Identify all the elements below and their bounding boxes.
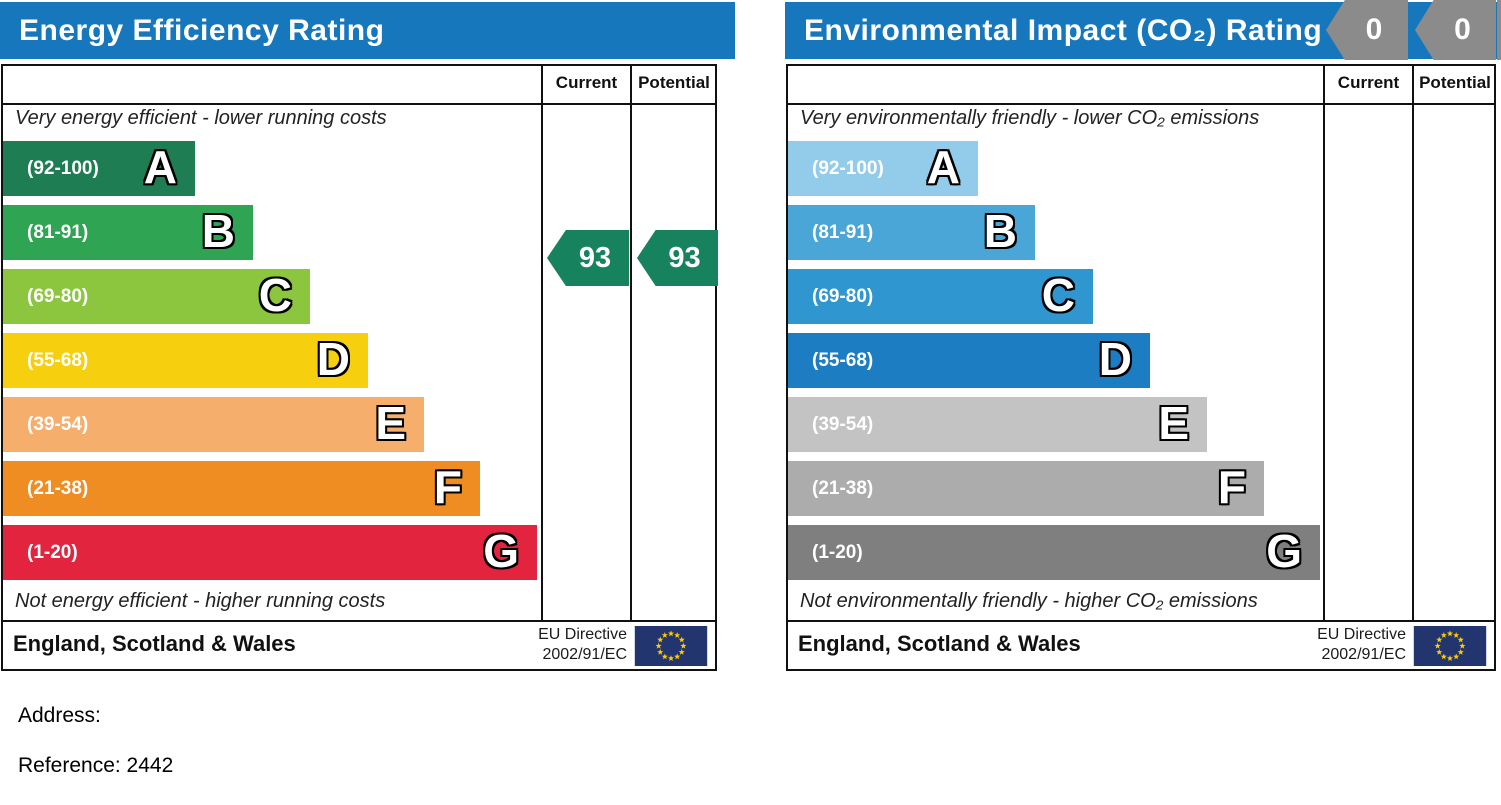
band-E: (39-54) E (3, 397, 424, 452)
bands: (92-100) A (81-91) B (69-80) C (55-68) D (39-54)… (788, 66, 1494, 620)
band-range: (92-100) (812, 158, 884, 179)
band-range: (55-68) (27, 350, 89, 371)
reference-label: Reference: 2442 (18, 754, 174, 777)
current-column-header: Current (1337, 73, 1400, 92)
band-range: (81-91) (27, 222, 89, 243)
band-range: (21-38) (812, 478, 874, 499)
band-D: (55-68) D (788, 333, 1150, 388)
band-E: (39-54) E (788, 397, 1207, 452)
band-letter: E (1158, 397, 1189, 449)
energy-chart-title: Energy Efficiency Rating (19, 14, 385, 47)
current-rating-arrow: 93 (547, 230, 629, 286)
band-letter: E (375, 397, 406, 449)
band-letter: A (926, 141, 960, 193)
environmental-chart-footer: England, Scotland & Wales EU Directive 2… (786, 620, 1496, 671)
band-A: (92-100) A (3, 141, 195, 196)
energy-chart-table: Current Potential Very energy efficient … (1, 64, 718, 622)
band-A: (92-100) A (788, 141, 978, 196)
band-letter: G (483, 525, 519, 577)
potential-rating-arrow: 93 (637, 230, 718, 286)
potential-column-header: Potential (1419, 73, 1491, 92)
region-label: England, Scotland & Wales (13, 631, 296, 656)
potential-column-header: Potential (638, 73, 710, 92)
band-letter: G (1266, 525, 1302, 577)
band-C: (69-80) C (3, 269, 310, 324)
band-B: (81-91) B (3, 205, 253, 260)
eu-flag-icon (634, 626, 708, 666)
band-letter: B (201, 205, 235, 257)
band-range: (81-91) (812, 222, 874, 243)
current-column-header: Current (555, 73, 618, 92)
potential-rating-value: 0 (1454, 13, 1471, 46)
band-range: (55-68) (812, 350, 874, 371)
band-C: (69-80) C (788, 269, 1093, 324)
bottom-caption: Not environmentally friendly - higher CO… (800, 590, 1258, 612)
environmental-chart-table: Current Potential Very environmentally f… (786, 64, 1496, 622)
band-letter: D (1098, 333, 1132, 385)
energy-chart-footer: England, Scotland & Wales EU Directive 2… (1, 620, 717, 671)
top-caption: Very environmentally friendly - lower CO… (800, 107, 1260, 129)
column-header-row (3, 66, 715, 105)
potential-rating-arrow: 0 (1415, 0, 1496, 60)
energy-chart-header: Energy Efficiency Rating (0, 2, 735, 59)
band-range: (1-20) (812, 542, 863, 563)
environmental-impact-chart: Environmental Impact (CO₂) Rating 0 0 Cu… (785, 0, 1501, 680)
current-rating-value: 0 (1365, 13, 1383, 46)
address-label: Address: (18, 704, 101, 727)
current-rating-arrow: 0 (1326, 0, 1408, 60)
band-letter: B (983, 205, 1017, 257)
column-header-row (788, 66, 1494, 105)
region-label: England, Scotland & Wales (798, 631, 1081, 656)
eu-flag-icon (1413, 626, 1487, 666)
band-range: (39-54) (812, 414, 874, 435)
band-range: (1-20) (27, 542, 78, 563)
current-rating-value: 93 (578, 242, 612, 274)
band-F: (21-38) F (788, 461, 1264, 516)
band-letter: A (143, 141, 177, 193)
potential-column-divider (1412, 66, 1414, 620)
band-range: (69-80) (27, 286, 89, 307)
band-range: (39-54) (27, 414, 89, 435)
bands: (92-100) A (81-91) B (69-80) C (55-68) D (39-54)… (3, 66, 715, 620)
potential-rating-value: 93 (668, 242, 701, 274)
band-G: (1-20) G (3, 525, 537, 580)
bottom-caption: Not energy efficient - higher running co… (15, 590, 386, 612)
potential-column-divider (630, 66, 632, 620)
band-F: (21-38) F (3, 461, 480, 516)
band-range: (69-80) (812, 286, 874, 307)
band-G: (1-20) G (788, 525, 1320, 580)
band-letter: C (258, 269, 292, 321)
top-caption: Very energy efficient - lower running co… (15, 107, 387, 129)
band-letter: C (1041, 269, 1075, 321)
band-letter: F (1217, 461, 1246, 513)
band-B: (81-91) B (788, 205, 1035, 260)
energy-efficiency-chart: Energy Efficiency Rating Current Potenti… (0, 0, 740, 680)
environmental-chart-title: Environmental Impact (CO₂) Rating (804, 14, 1323, 47)
eu-directive-label: EU Directive 2002/91/EC (1317, 626, 1406, 663)
band-D: (55-68) D (3, 333, 368, 388)
band-letter: F (433, 461, 462, 513)
clipped-arrow-fragment (1497, 0, 1501, 60)
eu-directive-label: EU Directive 2002/91/EC (538, 626, 627, 663)
band-range: (21-38) (27, 478, 89, 499)
current-column-divider (541, 66, 543, 620)
current-column-divider (1323, 66, 1325, 620)
band-range: (92-100) (27, 158, 99, 179)
band-letter: D (316, 333, 350, 385)
